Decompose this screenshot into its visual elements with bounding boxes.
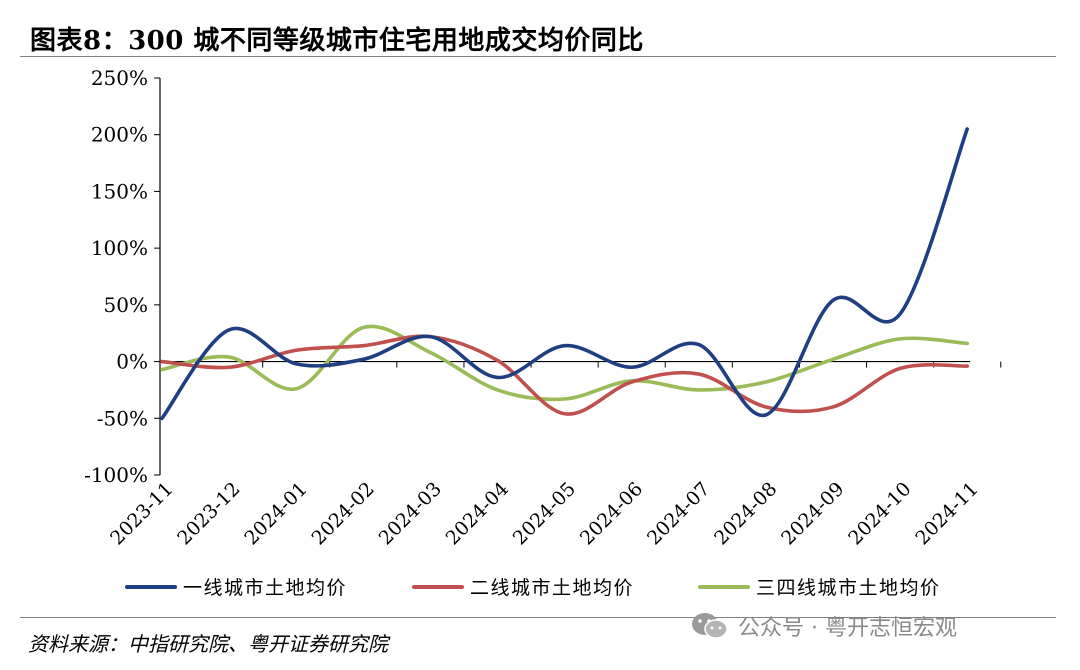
x-tick-label: 2024-11	[911, 478, 982, 549]
legend-label: 一线城市土地均价	[183, 577, 348, 599]
legend-item-2: 二线城市土地均价	[412, 573, 634, 600]
legend-item-1: 一线城市土地均价	[125, 573, 347, 600]
x-tick-label: 2024-07	[643, 478, 714, 549]
legend-swatch	[412, 584, 464, 589]
y-tick-label: 200%	[91, 123, 148, 147]
y-tick-label: -50%	[97, 406, 148, 430]
series-line-1	[160, 127, 969, 421]
legend-label: 三四线城市土地均价	[756, 577, 941, 599]
source-divider	[20, 617, 1056, 618]
x-tick-label: 2023-11	[106, 478, 177, 549]
x-tick-label: 2024-09	[777, 478, 848, 549]
legend-swatch	[698, 584, 750, 589]
series-line-2	[160, 334, 969, 416]
x-tick-label: 2024-02	[307, 478, 378, 549]
y-tick-label: 100%	[91, 236, 148, 260]
x-tick-label: 2024-01	[240, 478, 311, 549]
y-tick-label: 0%	[116, 350, 148, 374]
source-note: 资料来源：中指研究院、粤开证券研究院	[28, 632, 388, 656]
series-line-3	[160, 324, 969, 402]
legend-label: 二线城市土地均价	[470, 577, 635, 599]
y-tick-label: -100%	[84, 463, 148, 487]
legend-swatch	[125, 584, 177, 589]
y-tick-label: 50%	[104, 293, 148, 317]
x-tick-label: 2024-08	[710, 478, 781, 549]
watermark-text: 公众号 · 粤开志恒宏观	[738, 616, 957, 641]
watermark: 公众号 · 粤开志恒宏观	[690, 610, 957, 642]
chart-title: 图表8：300 城不同等级城市住宅用地成交均价同比	[30, 26, 644, 56]
x-tick-label: 2024-05	[509, 478, 580, 549]
x-tick-label: 2024-03	[375, 478, 446, 549]
x-tick-label: 2024-04	[442, 478, 513, 549]
wechat-icon	[692, 613, 728, 639]
x-tick-label: 2024-10	[844, 478, 915, 549]
line-chart: 250%200%150%100%50%0%-50%-100% 2023-1120…	[84, 66, 1002, 549]
y-axis: 250% 200% 150% 100% 50% 0% -50% -100%	[84, 66, 161, 487]
series-lines	[160, 127, 969, 421]
x-tick-label: 2024-06	[576, 478, 647, 549]
legend-item-3: 三四线城市土地均价	[698, 573, 941, 600]
legend: 一线城市土地均价 二线城市土地均价 三四线城市土地均价	[0, 573, 1080, 603]
x-tick-label: 2023-12	[173, 478, 244, 549]
y-tick-label: 150%	[91, 179, 148, 203]
y-tick-label: 250%	[91, 66, 148, 90]
title-divider	[20, 56, 1056, 57]
